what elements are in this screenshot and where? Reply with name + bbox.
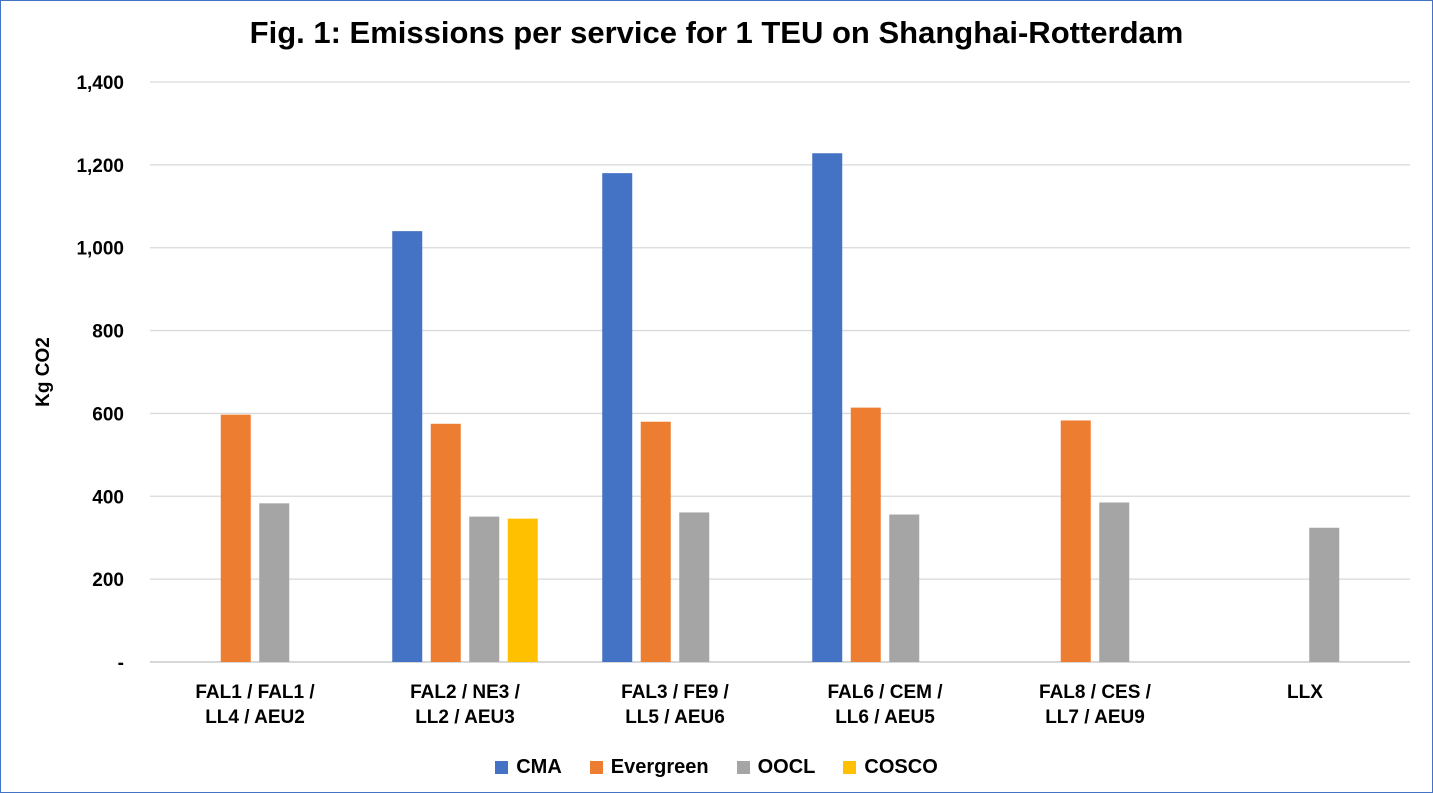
- x-category-label: LL7 / AEU9: [1045, 707, 1145, 728]
- bar-oocl: [469, 516, 500, 662]
- x-category-label: FAL8 / CES /: [1039, 682, 1152, 703]
- legend-swatch: [589, 761, 603, 774]
- y-tick-label: 800: [92, 322, 124, 343]
- chart-title: Fig. 1: Emissions per service for 1 TEU …: [249, 15, 1184, 50]
- x-category-label: LL6 / AEU5: [835, 707, 935, 728]
- x-category-label: FAL3 / FE9 /: [621, 682, 729, 703]
- bar-oocl: [1099, 502, 1130, 662]
- legend-item-oocl: OOCL: [736, 756, 816, 779]
- bar-evergreen: [850, 407, 881, 662]
- y-tick-label: 200: [92, 570, 124, 591]
- x-category-label: FAL2 / NE3 /: [410, 682, 521, 703]
- x-category-label: LL5 / AEU6: [625, 707, 725, 728]
- legend-item-cosco: COSCO: [843, 756, 938, 779]
- x-category-label: LL4 / AEU2: [205, 707, 305, 728]
- legend-label: OOCL: [757, 756, 816, 778]
- bar-evergreen: [640, 421, 671, 662]
- y-tick-label: 400: [92, 487, 124, 508]
- legend-label: CMA: [516, 756, 562, 778]
- bar-oocl: [259, 503, 290, 662]
- legend-swatch: [843, 761, 857, 774]
- y-axis-label: Kg CO2: [33, 337, 54, 407]
- x-category-label: FAL1 / FAL1 /: [195, 682, 315, 703]
- legend-item-evergreen: Evergreen: [589, 756, 709, 779]
- x-category-label: FAL6 / CEM /: [827, 682, 943, 703]
- legend-swatch: [495, 761, 509, 774]
- x-category-label: LLX: [1287, 682, 1323, 703]
- bar-cma: [812, 153, 843, 662]
- y-tick-label: 600: [92, 404, 124, 425]
- x-category-label: LL2 / AEU3: [415, 707, 515, 728]
- bar-cma: [392, 231, 423, 662]
- y-tick-label: 1,000: [76, 239, 124, 260]
- bar-oocl: [889, 514, 920, 662]
- bar-cma: [602, 173, 633, 662]
- legend-label: Evergreen: [610, 756, 709, 778]
- legend-item-cma: CMA: [495, 756, 562, 779]
- bar-evergreen: [430, 423, 461, 662]
- y-tick-label: 1,400: [76, 73, 124, 94]
- bar-cosco: [507, 518, 538, 662]
- bar-oocl: [1309, 527, 1340, 662]
- bar-evergreen: [220, 414, 251, 662]
- legend-label: COSCO: [864, 756, 938, 778]
- chart-legend: CMA Evergreen OOCL COSCO: [1, 756, 1432, 779]
- bar-oocl: [679, 512, 710, 662]
- y-tick-label: -: [118, 653, 124, 674]
- bar-evergreen: [1060, 420, 1091, 662]
- y-tick-label: 1,200: [76, 156, 124, 177]
- legend-swatch: [736, 761, 750, 774]
